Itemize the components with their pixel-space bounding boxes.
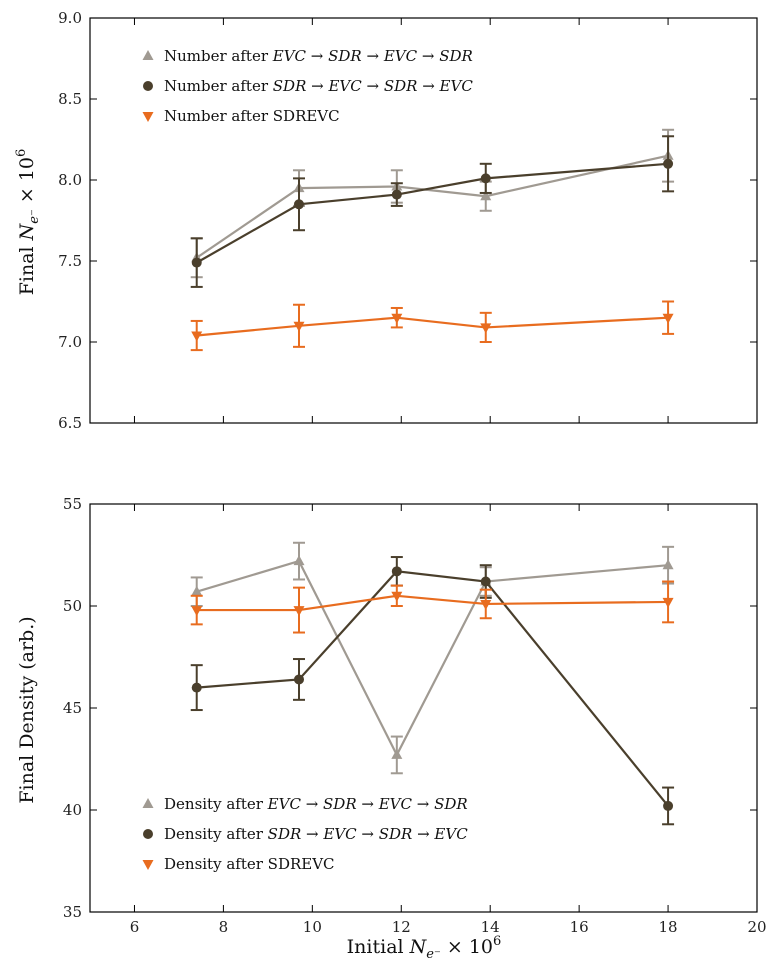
legend-marker: [143, 81, 153, 91]
series-line: [196, 594, 669, 612]
legend-label-plain: Density after: [164, 825, 268, 843]
data-point: [293, 674, 304, 685]
series-line: [196, 570, 669, 807]
x-tick-label: 6: [130, 918, 140, 936]
x-tick-label: 16: [570, 918, 589, 936]
ylabel-prefix: Final: [16, 240, 38, 295]
x-tick-label: 14: [481, 918, 500, 936]
data-point: [662, 313, 674, 324]
y-tick-label: 7.0: [58, 333, 82, 351]
legend-label-math: SDR → EVC → SDR → EVC: [268, 825, 469, 843]
data-point: [391, 591, 403, 602]
xlabel-exponent: 6: [493, 934, 501, 949]
series-number-0: [190, 128, 675, 279]
legend-label-plain: Number after: [164, 77, 273, 95]
legend-label-math: EVC → SDR → EVC → SDR: [272, 47, 473, 65]
y-tick-label: 6.5: [58, 414, 82, 432]
y-tick-label: 7.5: [58, 252, 82, 270]
data-point: [391, 189, 402, 200]
legend-label-math: SDR → EVC → SDR → EVC: [273, 77, 474, 95]
series-density-0: [190, 541, 675, 775]
legend-marker: [142, 112, 154, 122]
legend-marker: [143, 829, 153, 839]
y-tick-label: 40: [63, 801, 82, 819]
legend-label-plain: Density after SDREVC: [164, 855, 335, 873]
legend-label: Density after EVC → SDR → EVC → SDR: [164, 795, 468, 813]
data-point: [293, 555, 305, 566]
data-point: [480, 599, 492, 610]
series-line: [196, 559, 669, 758]
data-point: [480, 173, 491, 184]
panel-density: 6 8 10 12 14 16 18 20 35 40 45 50 55 Density after EV…: [63, 495, 767, 936]
data-point: [191, 331, 203, 342]
ylabel-symbol: N: [16, 222, 38, 241]
legend-label: Number after SDR → EVC → SDR → EVC: [164, 77, 473, 95]
x-tick-label: 10: [303, 918, 322, 936]
data-point: [662, 597, 674, 608]
y-axis-title-density: Final Density (arb.): [16, 616, 38, 803]
y-tick-label: 9.0: [58, 9, 82, 27]
series-line: [196, 162, 669, 264]
x-tick-label: 20: [747, 918, 766, 936]
legend-label: Density after SDREVC: [164, 855, 335, 873]
xlabel-subscript: e⁻: [426, 947, 441, 962]
x-tick-label: 18: [659, 918, 678, 936]
legend-label: Number after EVC → SDR → EVC → SDR: [164, 47, 473, 65]
legend-marker: [142, 860, 154, 870]
series-line: [196, 154, 669, 259]
x-tick-label: 12: [392, 918, 411, 936]
data-point: [191, 682, 202, 693]
y-tick-label: 8.0: [58, 171, 82, 189]
legend-label: Number after SDREVC: [164, 107, 340, 125]
legend-marker: [142, 50, 154, 60]
y-tick-label: 8.5: [58, 90, 82, 108]
y-tick-label: 35: [63, 903, 82, 921]
data-point: [191, 606, 203, 617]
legend-marker: [142, 798, 154, 808]
legend-label-plain: Number after SDREVC: [164, 107, 340, 125]
xlabel-prefix: Initial: [347, 936, 410, 958]
data-point: [663, 158, 674, 169]
y-tick-label: 50: [63, 597, 82, 615]
data-point: [191, 257, 202, 268]
data-point: [391, 748, 403, 759]
legend-label-plain: Number after: [164, 47, 273, 65]
y-tick-label: 55: [63, 495, 82, 513]
data-point: [663, 800, 674, 811]
y-tick-label: 45: [63, 699, 82, 717]
y-axis-title-number: Final Ne⁻ × 106: [14, 149, 42, 296]
ylabel-exponent: 6: [14, 149, 29, 157]
data-point: [480, 576, 491, 587]
data-point: [662, 559, 674, 570]
series-density-2: [190, 580, 675, 634]
legend-label: Density after SDR → EVC → SDR → EVC: [164, 825, 468, 843]
xlabel-symbol: N: [409, 936, 428, 958]
ylabel-subscript: e⁻: [27, 209, 42, 224]
legend-number: Number after EVC → SDR → EVC → SDRNumber…: [142, 47, 473, 125]
data-point: [293, 321, 305, 332]
series-number-1: [190, 135, 675, 288]
legend-label-plain: Density after: [164, 795, 268, 813]
data-point: [480, 190, 492, 201]
panel-number: 6.5 7.0 7.5 8.0 8.5 9.0 Number after EVC → SDR…: [58, 9, 758, 432]
data-point: [480, 323, 492, 334]
data-point: [391, 566, 402, 577]
x-axis-title: Initial Ne⁻ × 106: [347, 934, 502, 962]
data-point: [293, 199, 304, 210]
x-tick-label: 8: [219, 918, 229, 936]
series-number-2: [190, 300, 675, 352]
ylabel-suffix: × 10: [16, 157, 38, 209]
data-point: [391, 313, 403, 324]
legend-density: Density after EVC → SDR → EVC → SDRDensi…: [142, 795, 468, 873]
series-density-1: [190, 556, 675, 826]
series-line: [196, 316, 669, 337]
legend-label-math: EVC → SDR → EVC → SDR: [267, 795, 468, 813]
plot-frame: [89, 17, 758, 424]
data-point: [293, 606, 305, 617]
data-point: [191, 585, 203, 596]
xlabel-suffix: × 10: [441, 936, 493, 958]
